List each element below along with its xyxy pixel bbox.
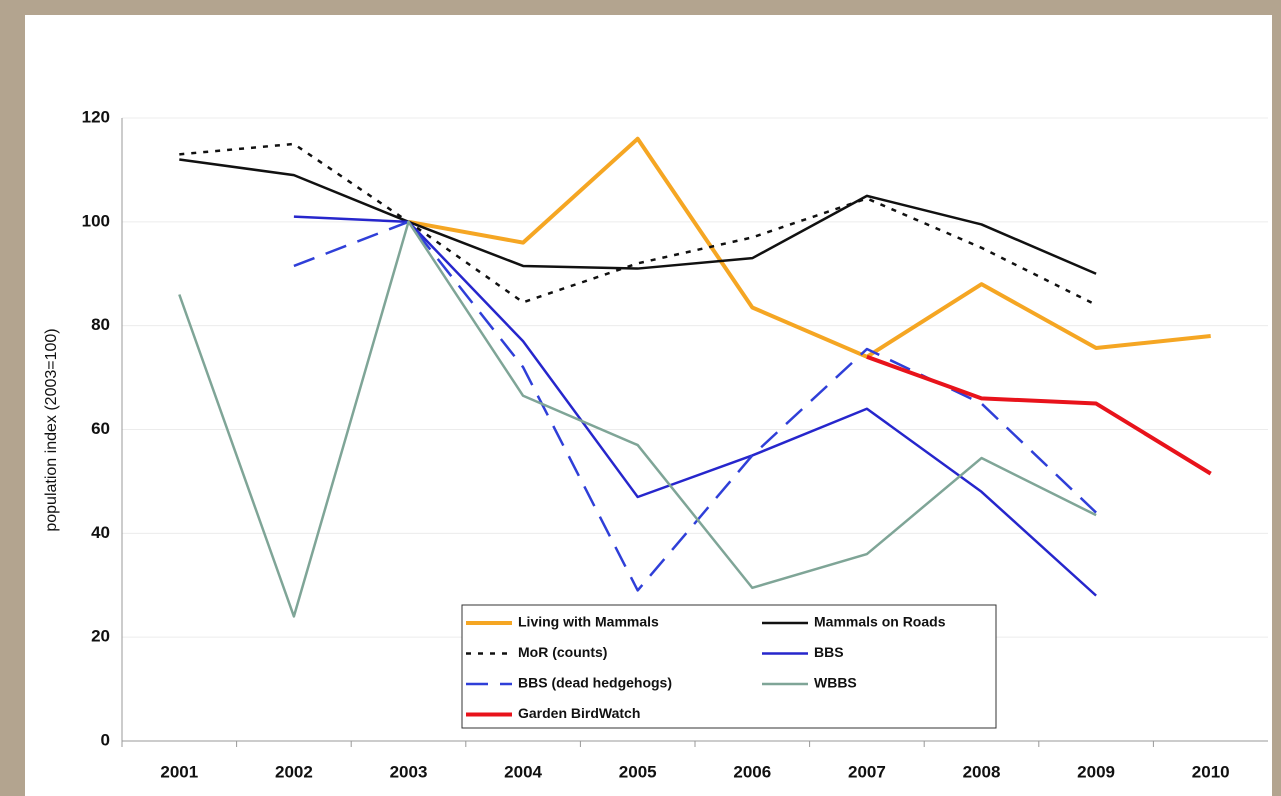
x-tick-label: 2004 bbox=[504, 762, 542, 781]
x-tick-label: 2003 bbox=[390, 762, 428, 781]
x-tick-label: 2010 bbox=[1192, 762, 1230, 781]
x-tick-label: 2001 bbox=[160, 762, 198, 781]
legend-label: Garden BirdWatch bbox=[518, 705, 640, 721]
legend-label: BBS (dead hedgehogs) bbox=[518, 675, 672, 691]
series-line bbox=[179, 158, 1097, 275]
legend-label: Mammals on Roads bbox=[814, 614, 946, 630]
y-axis-label: population index (2003=100) bbox=[43, 328, 60, 531]
legend-label: Living with Mammals bbox=[518, 614, 659, 630]
legend-label: WBBS bbox=[814, 675, 857, 691]
x-tick-label: 2002 bbox=[275, 762, 313, 781]
x-tick-label: 2008 bbox=[963, 762, 1001, 781]
x-tick-label: 2005 bbox=[619, 762, 657, 781]
y-tick-label: 100 bbox=[82, 211, 110, 230]
legend-label: MoR (counts) bbox=[518, 644, 607, 660]
x-tick-label: 2009 bbox=[1077, 762, 1115, 781]
x-tick-label: 2006 bbox=[733, 762, 771, 781]
y-tick-label: 40 bbox=[91, 523, 110, 542]
y-tick-label: 20 bbox=[91, 627, 110, 646]
y-tick-label: 0 bbox=[101, 730, 110, 749]
y-tick-label: 120 bbox=[82, 107, 110, 126]
y-tick-label: 60 bbox=[91, 419, 110, 438]
x-tick-label: 2007 bbox=[848, 762, 886, 781]
y-tick-label: 80 bbox=[91, 315, 110, 334]
series-line bbox=[408, 136, 1211, 359]
series-line bbox=[293, 220, 1097, 592]
legend-label: BBS bbox=[814, 644, 844, 660]
series-line bbox=[866, 354, 1212, 476]
legend-box bbox=[461, 604, 997, 729]
series-line bbox=[293, 215, 1097, 597]
series-line bbox=[178, 220, 1097, 618]
